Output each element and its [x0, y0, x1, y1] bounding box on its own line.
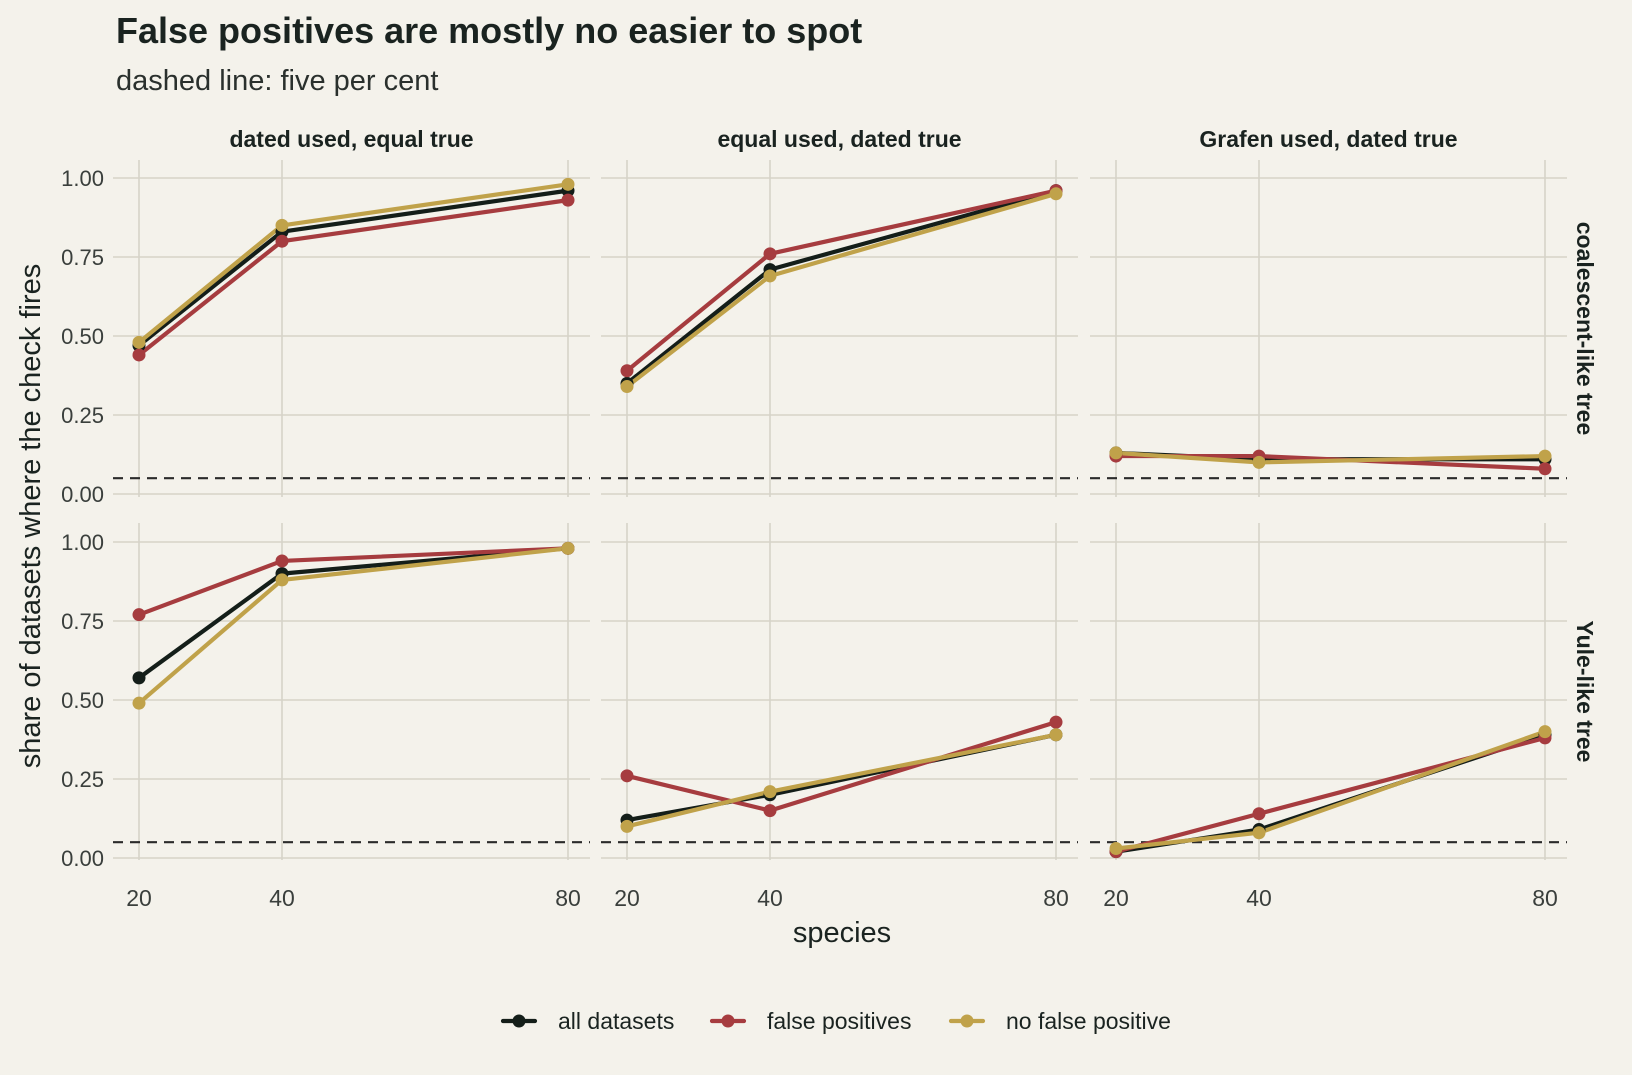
y-tick-label: 0.25: [61, 767, 104, 792]
data-point: [561, 193, 575, 207]
row-strip-labels: coalescent-like tree Yule-like tree: [1572, 222, 1598, 763]
row-strip-label: coalescent-like tree: [1572, 222, 1598, 436]
x-axis-tick-labels: 20 40 80 20 40 80 20 40 80: [126, 885, 1558, 911]
y-axis-label: share of datasets where the check fires: [15, 264, 47, 769]
y-tick-label: 0.00: [61, 482, 104, 507]
y-tick-label: 1.00: [61, 530, 104, 555]
data-point: [620, 364, 634, 378]
x-axis-label: species: [793, 917, 891, 949]
facet-panel: [113, 523, 590, 860]
column-strip-label: dated used, equal true: [229, 126, 473, 152]
data-point: [620, 380, 634, 394]
data-point: [763, 785, 777, 799]
data-point: [1109, 842, 1123, 856]
data-point: [1252, 826, 1266, 840]
x-tick-label: 20: [126, 885, 152, 911]
y-tick-label: 0.25: [61, 403, 104, 428]
legend-key-point: [512, 1014, 526, 1028]
facet-panel: [113, 160, 590, 497]
data-point: [132, 348, 146, 362]
data-point: [1538, 462, 1552, 476]
x-tick-label: 20: [1103, 885, 1129, 911]
facet-panels: [113, 160, 1567, 860]
data-point: [1538, 449, 1552, 463]
data-point: [1049, 187, 1063, 201]
y-tick-label: 0.50: [61, 324, 104, 349]
x-tick-label: 80: [555, 885, 581, 911]
y-tick-label: 0.75: [61, 245, 104, 270]
data-point: [1049, 715, 1063, 729]
data-point: [132, 335, 146, 349]
data-point: [620, 769, 634, 783]
x-tick-label: 80: [1043, 885, 1069, 911]
x-tick-label: 40: [757, 885, 783, 911]
data-point: [275, 234, 289, 248]
data-point: [1049, 728, 1063, 742]
column-strip-label: equal used, dated true: [717, 126, 961, 152]
y-tick-label: 0.00: [61, 846, 104, 871]
x-tick-label: 80: [1532, 885, 1558, 911]
data-point: [132, 696, 146, 710]
chart-title: False positives are mostly no easier to …: [116, 10, 862, 51]
x-tick-label: 40: [269, 885, 295, 911]
data-point: [132, 671, 146, 685]
y-tick-label: 0.75: [61, 609, 104, 634]
legend-label: all datasets: [558, 1008, 674, 1034]
facet-panel: [1090, 160, 1567, 497]
data-point: [275, 218, 289, 232]
data-point: [763, 804, 777, 818]
legend-key-point: [721, 1014, 735, 1028]
data-point: [561, 177, 575, 191]
data-point: [561, 541, 575, 555]
data-point: [620, 819, 634, 833]
data-point: [1538, 725, 1552, 739]
legend: all datasets false positives no false posi…: [500, 1008, 1171, 1034]
legend-key-point: [960, 1014, 974, 1028]
y-tick-label: 1.00: [61, 166, 104, 191]
data-point: [1252, 807, 1266, 821]
column-strip-labels: dated used, equal true equal used, dated …: [229, 126, 1457, 152]
data-point: [132, 608, 146, 622]
data-point: [763, 269, 777, 283]
y-axis-tick-labels: 0.00 0.25 0.50 0.75 1.00 0.00 0.25 0.50 0.75 1.00: [61, 166, 104, 871]
data-point: [275, 573, 289, 587]
chart-subtitle: dashed line: five per cent: [116, 65, 438, 97]
column-strip-label: Grafen used, dated true: [1199, 126, 1457, 152]
legend-label: false positives: [767, 1008, 911, 1034]
facet-panel: [1090, 523, 1567, 860]
legend-label: no false positive: [1006, 1008, 1171, 1034]
x-tick-label: 40: [1246, 885, 1272, 911]
x-tick-label: 20: [614, 885, 640, 911]
facet-panel: [601, 523, 1078, 860]
data-point: [763, 247, 777, 261]
facet-panel: [601, 160, 1078, 497]
data-point: [275, 554, 289, 568]
row-strip-label: Yule-like tree: [1572, 621, 1598, 763]
data-point: [1252, 455, 1266, 469]
y-tick-label: 0.50: [61, 688, 104, 713]
data-point: [1109, 446, 1123, 460]
